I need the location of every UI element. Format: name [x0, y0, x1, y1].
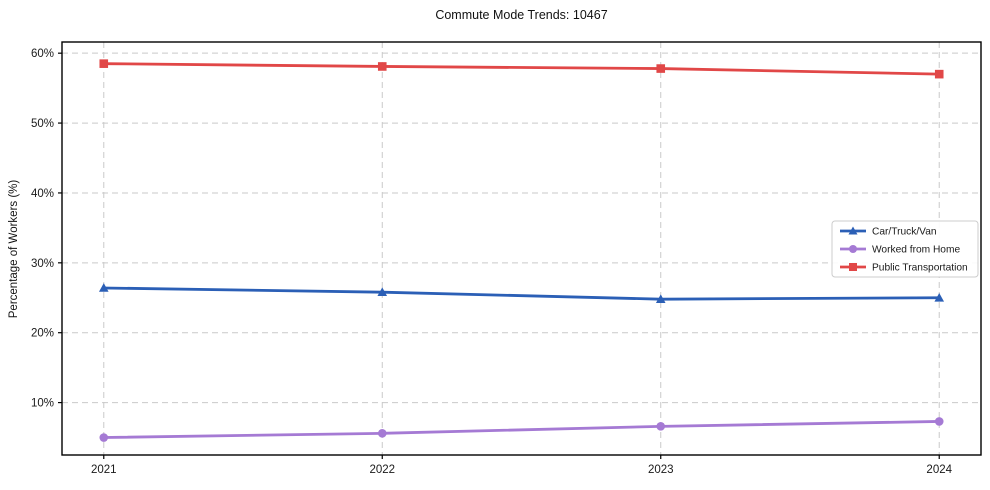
series-car-truck-van	[98, 283, 945, 303]
y-axis-label: Percentage of Workers (%)	[8, 179, 20, 319]
legend-entry: Public Transportation	[840, 263, 968, 274]
legend-box	[831, 220, 979, 278]
triangle-marker	[655, 294, 666, 303]
x-tick-label: 2024	[926, 464, 952, 476]
circle-marker	[99, 433, 109, 442]
square-marker	[934, 69, 944, 79]
legend-label: Worked from Home	[872, 245, 960, 256]
legend-label: Public Transportation	[872, 263, 968, 274]
square-marker	[99, 59, 109, 68]
series-worked-from-home	[99, 417, 944, 442]
triangle-marker	[934, 292, 945, 302]
y-tick-label: 40%	[31, 188, 54, 200]
y-tick-label: 10%	[31, 398, 54, 410]
axis-ticks: 10% 20% 30% 40% 50% 60% 2021 2022 2023 2024	[31, 48, 953, 476]
triangle-marker	[377, 287, 388, 296]
x-tick-label: 2021	[91, 464, 117, 476]
circle-marker	[849, 245, 857, 253]
series-line	[102, 62, 941, 76]
square-marker	[849, 263, 857, 271]
y-tick-label: 30%	[31, 258, 54, 270]
y-tick-label: 20%	[31, 328, 54, 340]
gridlines	[62, 42, 981, 455]
circle-marker	[656, 422, 666, 431]
y-tick-label: 60%	[31, 48, 54, 60]
circle-marker	[934, 417, 944, 426]
legend-label: Car/Truck/Van	[872, 227, 937, 238]
triangle-marker	[98, 283, 109, 292]
plot-border	[61, 41, 982, 456]
y-tick-label: 50%	[31, 118, 54, 130]
legend-entry: Car/Truck/Van	[840, 226, 937, 238]
triangle-marker	[848, 226, 858, 235]
square-marker	[656, 64, 666, 73]
series-line	[102, 420, 941, 439]
square-marker	[377, 62, 387, 71]
series-line	[102, 286, 941, 301]
circle-marker	[377, 429, 387, 438]
legend-entry: Worked from Home	[840, 245, 960, 256]
chart-title: Commute Mode Trends: 10467	[435, 8, 608, 22]
legend: Car/Truck/Van Worked from Home Public Tran…	[831, 220, 979, 278]
x-tick-label: 2022	[369, 464, 395, 476]
x-tick-label: 2023	[648, 464, 674, 476]
series-public-transportation	[99, 59, 944, 79]
